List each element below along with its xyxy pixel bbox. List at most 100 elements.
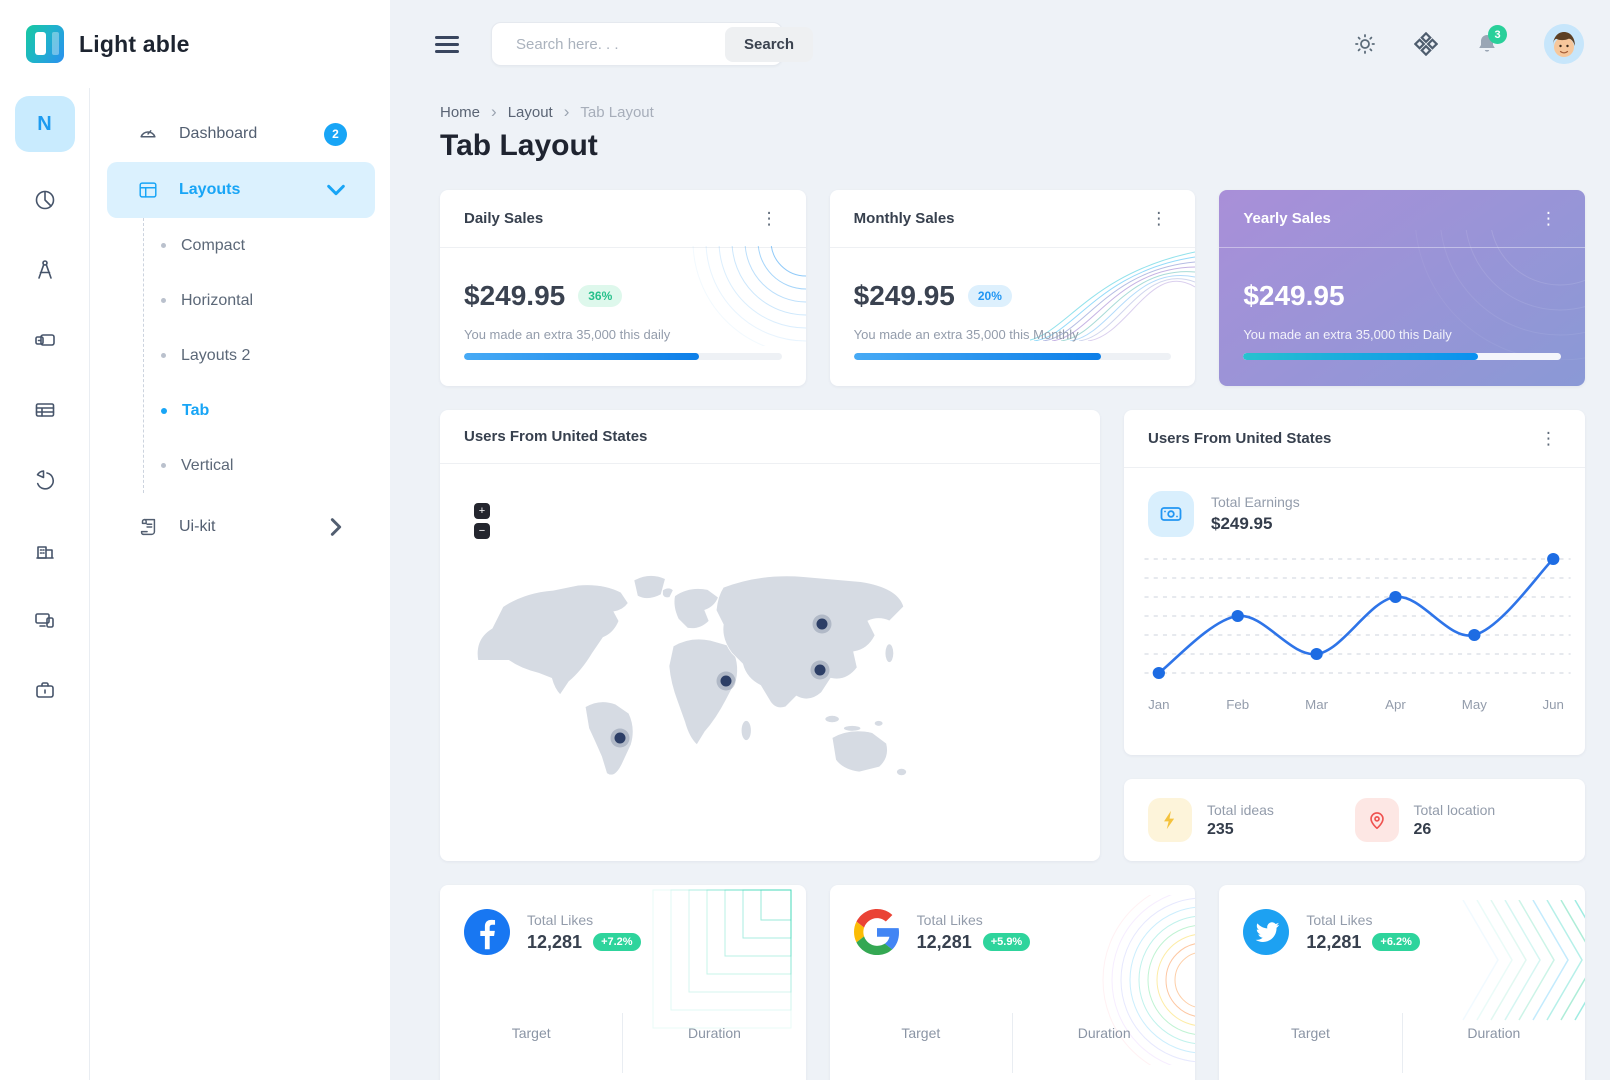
svg-text:Jun: Jun	[1543, 697, 1564, 712]
earnings-label: Total Earnings	[1211, 494, 1300, 510]
map-pin-icon	[1354, 798, 1399, 842]
sidebar-item-dashboard[interactable]: Dashboard 2	[90, 106, 375, 162]
progress-bar	[853, 353, 1172, 360]
search-box: Search	[491, 22, 814, 66]
bullet-icon	[161, 353, 166, 358]
facebook-likes-card: Total Likes 12,281 +7.2% Target Duration	[440, 885, 806, 1080]
social-pct-badge: +7.2%	[593, 933, 641, 951]
notification-count-badge: 3	[1488, 25, 1507, 44]
card-title: Monthly Sales	[853, 210, 955, 227]
social-stat-label: Total Likes	[527, 911, 594, 928]
submenu-item-compact[interactable]: Compact	[144, 218, 390, 273]
map-marker-russia[interactable]	[816, 618, 828, 630]
sales-description: You made an extra 35,000 this daily	[464, 327, 671, 342]
money-icon	[1148, 491, 1194, 537]
apps-grid-icon[interactable]	[1413, 31, 1439, 57]
brand-logo-icon[interactable]	[26, 25, 64, 63]
sales-pct-badge: 20%	[967, 285, 1012, 307]
building-icon[interactable]	[33, 538, 57, 562]
gauge-icon	[140, 130, 156, 138]
breadcrumb-current: Tab Layout	[580, 103, 654, 121]
hamburger-menu-icon[interactable]	[435, 35, 459, 53]
bullet-icon	[161, 407, 167, 414]
yearly-sales-card: Yearly Sales $249.95 You made an extra 3…	[1219, 190, 1585, 386]
card-menu-icon[interactable]	[1536, 208, 1561, 229]
target-label: Target	[511, 1025, 551, 1041]
target-label: Target	[1291, 1025, 1330, 1041]
map-marker-egypt[interactable]	[720, 675, 732, 687]
bullet-icon	[161, 298, 166, 303]
breadcrumb-layout[interactable]: Layout	[507, 103, 553, 121]
brand: Light able	[0, 0, 390, 88]
pie-slice-icon[interactable]	[33, 468, 57, 492]
total-ideas: Total ideas 235	[1148, 798, 1355, 842]
breadcrumb-separator	[564, 102, 570, 122]
progress-bar	[1243, 353, 1561, 360]
pie-chart-icon[interactable]	[33, 188, 57, 212]
monthly-sales-card: Monthly Sales $249.95 20% You made an ex…	[829, 190, 1196, 386]
wallet-icon[interactable]	[33, 328, 57, 352]
sidebar-menu: Dashboard 2 Layouts Compact Horizontal L…	[90, 88, 390, 1080]
progress-bar	[464, 353, 782, 360]
card-title: Users From United States	[464, 428, 648, 445]
sidebar-item-label: Dashboard	[179, 125, 258, 142]
card-menu-icon[interactable]	[1536, 428, 1561, 449]
table-rows-icon[interactable]	[33, 398, 57, 422]
google-likes-card: Total Likes 12,281 +5.9% Target Duration	[829, 885, 1196, 1080]
icon-rail: N	[0, 88, 90, 1080]
scroll-icon	[140, 518, 156, 536]
map-zoom-in-button[interactable]: +	[474, 503, 490, 519]
sales-description: You made an extra 35,000 this Monthly	[853, 327, 1079, 342]
social-stat-label: Total Likes	[916, 911, 983, 928]
drafting-compass-icon[interactable]	[33, 258, 57, 282]
sales-amount: $249.95	[1243, 280, 1345, 311]
topbar: Search 3	[390, 0, 1610, 88]
duration-label: Duration	[1012, 1013, 1195, 1073]
breadcrumb-home[interactable]: Home	[440, 103, 481, 121]
duration-label: Duration	[622, 1013, 805, 1073]
chevron-down-icon	[327, 184, 345, 196]
breadcrumb-separator	[491, 102, 497, 122]
sidebar-item-layouts[interactable]: Layouts	[107, 162, 375, 218]
sidebar-item-label: Ui-kit	[179, 518, 216, 535]
earnings-line-chart: Jan Feb Mar Apr May Jun	[1144, 553, 1571, 712]
social-pct-badge: +6.2%	[1372, 933, 1420, 951]
sidebar-item-ui-kit[interactable]: Ui-kit	[90, 499, 375, 555]
map-zoom-out-button[interactable]: −	[474, 523, 490, 539]
card-menu-icon[interactable]	[757, 208, 782, 229]
card-title: Daily Sales	[464, 210, 544, 227]
search-button[interactable]: Search	[725, 26, 814, 62]
card-title: Users From United States	[1148, 430, 1332, 447]
duration-label: Duration	[1401, 1013, 1585, 1073]
map-marker-china[interactable]	[814, 664, 826, 676]
social-stat-value: 12,281	[1306, 931, 1362, 952]
users-earnings-card: Users From United States Total Earnings …	[1124, 410, 1585, 755]
map-marker-brazil[interactable]	[614, 732, 626, 744]
main-area: Search 3 Home Layout Tab Layout	[390, 0, 1610, 1080]
breadcrumb: Home Layout Tab Layout	[440, 102, 1585, 122]
users-map-card: Users From United States + −	[440, 410, 1100, 861]
search-input[interactable]	[506, 35, 725, 53]
sales-amount: $249.95	[853, 280, 955, 311]
devices-icon[interactable]	[33, 608, 57, 632]
submenu-item-vertical[interactable]: Vertical	[144, 438, 390, 493]
submenu-item-horizontal[interactable]: Horizontal	[144, 273, 390, 328]
sales-description: You made an extra 35,000 this Daily	[1243, 327, 1452, 342]
bullet-icon	[161, 243, 166, 248]
theme-sun-icon[interactable]	[1353, 32, 1377, 56]
rail-avatar[interactable]: N	[14, 96, 75, 152]
user-avatar[interactable]	[1544, 24, 1584, 64]
facebook-icon	[464, 909, 510, 955]
submenu-item-tab[interactable]: Tab	[144, 383, 390, 438]
briefcase-icon[interactable]	[33, 678, 57, 702]
social-stat-value: 12,281	[916, 931, 972, 952]
sales-pct-badge: 36%	[578, 285, 623, 307]
card-menu-icon[interactable]	[1146, 208, 1171, 229]
world-map[interactable]	[460, 553, 918, 782]
bullet-icon	[161, 463, 166, 468]
brand-name: Light able	[79, 30, 190, 57]
sales-amount: $249.95	[464, 280, 566, 311]
svg-text:May: May	[1462, 697, 1488, 712]
notification-bell-icon[interactable]: 3	[1475, 25, 1507, 56]
submenu-item-layouts-2[interactable]: Layouts 2	[144, 328, 390, 383]
